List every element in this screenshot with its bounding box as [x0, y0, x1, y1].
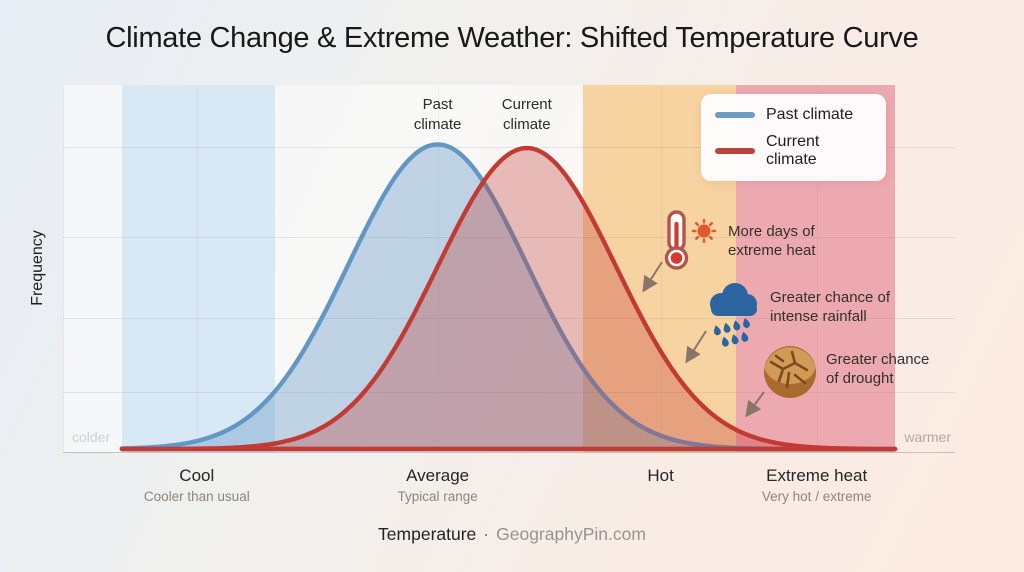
cracked-earth-icon	[764, 346, 816, 398]
annotation-extreme-heat: More days of extreme heat	[728, 223, 816, 260]
x-tick-sublabel: Typical range	[397, 489, 478, 504]
rain-cloud-icon	[710, 283, 757, 347]
x-tick-label: Average	[406, 466, 470, 485]
v-gridline	[196, 85, 198, 452]
legend-item-past: Past climate	[715, 106, 872, 124]
legend-label: Past climate	[766, 106, 854, 123]
region-cool	[121, 85, 276, 452]
x-tick-sublabel: Cooler than usual	[143, 489, 250, 504]
peak-label-past-climate: Past climate	[413, 96, 462, 133]
h-gridline	[63, 318, 955, 319]
legend-label: Current climate	[766, 133, 820, 168]
thermometer-sun-icon	[664, 210, 717, 270]
separator-dot: ·	[483, 524, 490, 544]
x-tick-extreme-heat: Extreme heat Very hot / extreme	[762, 466, 872, 504]
annotation-intense-rainfall: Greater chance of intense rainfall	[770, 289, 891, 326]
h-gridline	[63, 147, 955, 148]
x-axis-line	[63, 452, 955, 453]
x-tick-label: Extreme heat	[766, 466, 868, 485]
current-climate-line-swatch	[715, 148, 755, 154]
current-climate-curve	[119, 145, 898, 452]
y-axis-label: Frequency	[29, 230, 46, 306]
warmer-edge-label: warmer	[904, 429, 951, 445]
x-axis-title-and-source: Temperature · GeographyPin.com	[0, 524, 1024, 545]
x-tick-cool: Cool Cooler than usual	[144, 466, 250, 504]
x-tick-average: Average Typical range	[397, 466, 477, 504]
v-gridline	[816, 85, 818, 452]
past-climate-line-swatch	[715, 112, 755, 118]
source-credit: GeographyPin.com	[496, 524, 646, 544]
sun-icon	[691, 218, 717, 244]
h-gridline	[63, 392, 955, 394]
h-gridline	[63, 236, 955, 238]
x-tick-sublabel: Very hot / extreme	[761, 489, 872, 504]
x-tick-hot: Hot	[647, 466, 673, 486]
distribution-curves	[119, 142, 898, 452]
peak-label-current-climate: Current climate	[501, 96, 552, 133]
legend-item-current: Current climate	[715, 133, 872, 169]
annotation-drought: Greater chance of drought	[826, 351, 930, 388]
x-tick-label: Hot	[647, 466, 674, 485]
x-axis-ticks: Cool Cooler than usual Average Typical rang…	[63, 466, 955, 516]
chart-title: Climate Change & Extreme Weather: Shifte…	[105, 22, 919, 54]
x-tick-label: Cool	[179, 466, 215, 485]
x-axis-title: Temperature	[378, 524, 477, 544]
legend: Past climate Current climate	[701, 94, 886, 181]
rain-drops	[714, 317, 750, 347]
